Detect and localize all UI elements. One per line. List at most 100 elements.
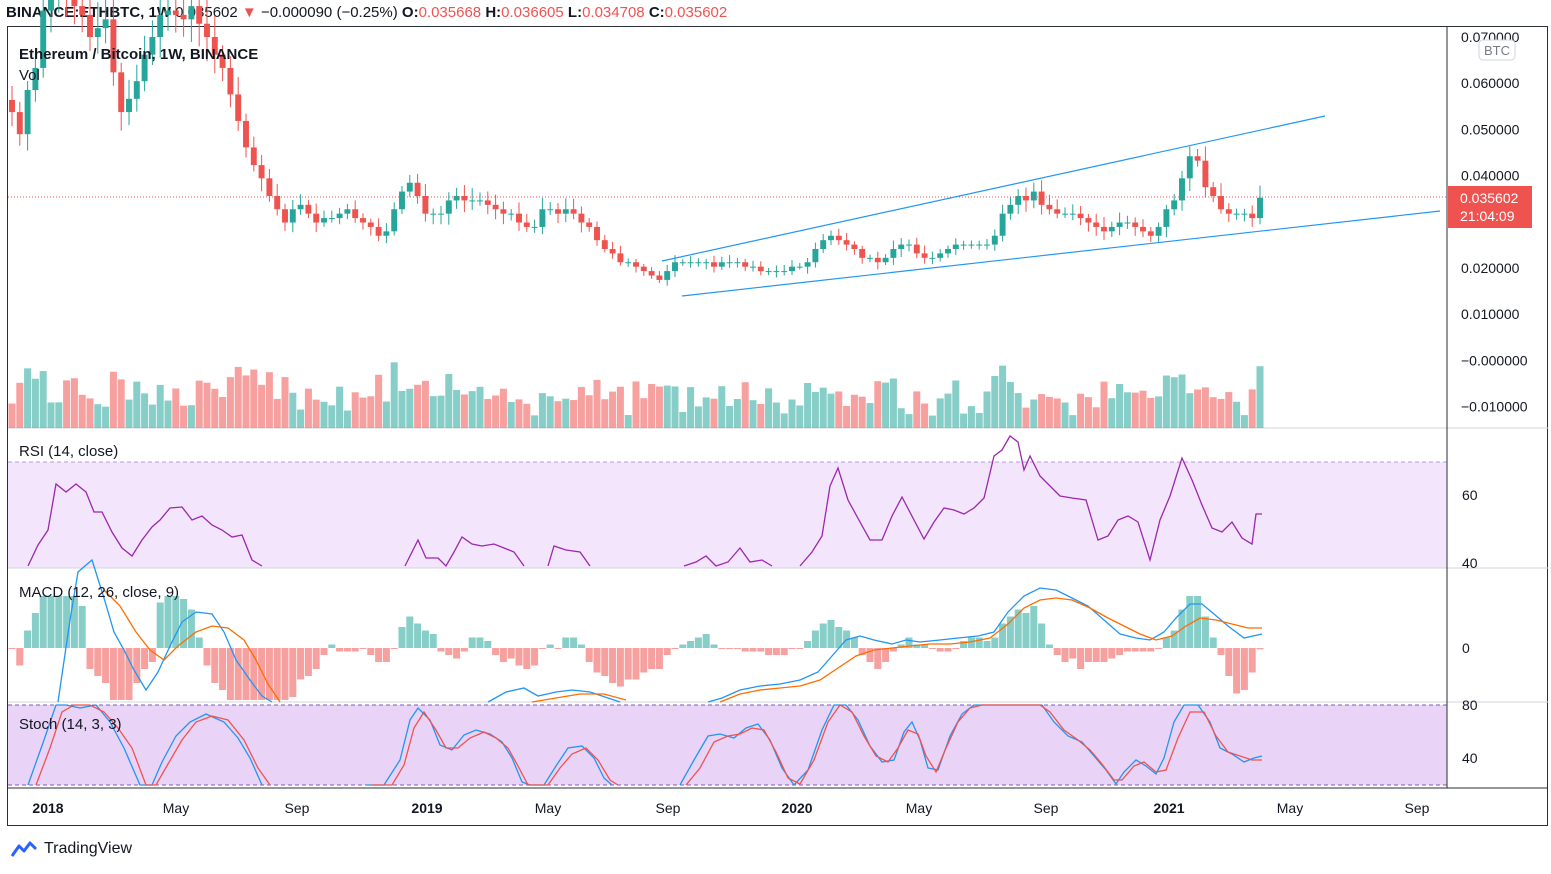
candle-body (406, 182, 413, 192)
volume-bar (741, 382, 749, 428)
candle-body (757, 266, 764, 272)
candle-body (243, 120, 249, 148)
macd-histogram-bar (858, 648, 866, 655)
macd-histogram-bar (741, 648, 749, 652)
volume-bar (1162, 375, 1170, 428)
candle-body (352, 209, 359, 219)
candle-body (1085, 218, 1092, 223)
volume-bar (156, 384, 164, 428)
macd-histogram-bar (733, 648, 741, 649)
macd-histogram-bar (546, 644, 554, 648)
volume-bar (226, 377, 234, 428)
candle-body (313, 213, 320, 223)
candle-body (1116, 222, 1123, 227)
candle-body (1202, 160, 1209, 188)
candle-body (204, 23, 210, 37)
macd-histogram-bar (538, 648, 546, 649)
volume-bar (726, 405, 734, 428)
macd-histogram-bar (1155, 648, 1163, 649)
candle-body (820, 240, 827, 249)
macd-histogram-bar (94, 648, 102, 676)
volume-bar (1139, 390, 1147, 428)
upper-trendline[interactable] (661, 115, 1326, 262)
macd-histogram-bar (1108, 648, 1116, 659)
macd-histogram-bar (445, 648, 453, 655)
volume-bar (952, 380, 960, 428)
candle-body (617, 253, 624, 263)
time-axis[interactable]: 2018 May Sep 2019 May Sep 2020 May Sep 2021 May Sep (32, 800, 1429, 816)
macd-histogram-bar (874, 648, 882, 669)
price-change: −0.000090 (−0.25%) (260, 4, 398, 21)
volume-bar (1053, 398, 1061, 428)
rsi-legend: RSI (14, close) (19, 443, 118, 460)
macd-histogram-bar (749, 648, 757, 652)
lower-trendline[interactable] (681, 210, 1441, 297)
macd-histogram-bar (687, 641, 695, 648)
candle-body (835, 235, 842, 241)
volume-bar (562, 398, 570, 428)
candle-body (422, 196, 429, 214)
macd-histogram-bar (172, 596, 180, 648)
volume-bar (1123, 392, 1131, 428)
volume-bar (109, 371, 117, 428)
time-tick-label: May (535, 800, 561, 816)
candle-body (625, 262, 632, 264)
volume-bar (702, 397, 710, 428)
volume-bar (616, 386, 624, 428)
macd-histogram-bar (1030, 606, 1038, 648)
candle-body (687, 262, 694, 264)
rsi-tick-60: 60 (1462, 487, 1478, 503)
volume-bar (375, 374, 383, 428)
volume-bar (281, 377, 289, 428)
macd-histogram-bar (148, 648, 156, 662)
volume-layer (8, 362, 1264, 428)
volume-bar (429, 396, 437, 428)
macd-histogram-bar (593, 648, 601, 673)
macd-histogram-bar (8, 648, 16, 649)
volume-bar (827, 393, 835, 428)
candle-body (492, 204, 499, 210)
volume-bar (601, 399, 609, 428)
volume-bar (671, 386, 679, 428)
candle-body (1155, 226, 1162, 236)
candle-body (679, 262, 686, 264)
volume-bar (749, 400, 757, 428)
macd-histogram-bar (375, 648, 383, 662)
volume-bar (336, 386, 344, 428)
candle-body (250, 147, 257, 166)
candle-body (126, 98, 132, 113)
candle-body (282, 209, 288, 223)
volume-bar (858, 396, 866, 428)
volume-bar (460, 394, 468, 428)
candle-body (718, 262, 725, 267)
macd-histogram-bar (702, 634, 710, 648)
candle-body (937, 253, 944, 258)
candle-body (570, 209, 577, 214)
macd-histogram-bar (921, 644, 929, 648)
macd-histogram-bar (453, 648, 461, 659)
volume-bar (1045, 396, 1053, 428)
candle-body (469, 200, 476, 202)
macd-histogram-bar (694, 637, 702, 648)
candle-body (874, 257, 881, 263)
volume-bar (343, 410, 351, 428)
candle-body (913, 244, 920, 254)
volume-bar (874, 381, 882, 428)
macd-histogram-bar (1194, 596, 1202, 648)
macd-histogram-bar (796, 648, 804, 649)
macd-histogram-bar (336, 648, 344, 652)
macd-histogram-bar (827, 620, 835, 648)
candle-body (851, 244, 858, 249)
tradingview-footer[interactable]: TradingView (10, 840, 132, 858)
time-tick-label: May (1277, 800, 1303, 816)
candle-body (1108, 226, 1115, 232)
candle-body (1046, 204, 1053, 210)
stoch-tick-80: 80 (1462, 697, 1478, 713)
high-label: H: (485, 4, 502, 21)
macd-histogram-bar (780, 648, 788, 655)
volume-bar (359, 397, 367, 428)
macd-histogram-bar (203, 648, 211, 666)
chart-frame[interactable] (7, 26, 1548, 826)
macd-histogram-bar (133, 648, 141, 683)
